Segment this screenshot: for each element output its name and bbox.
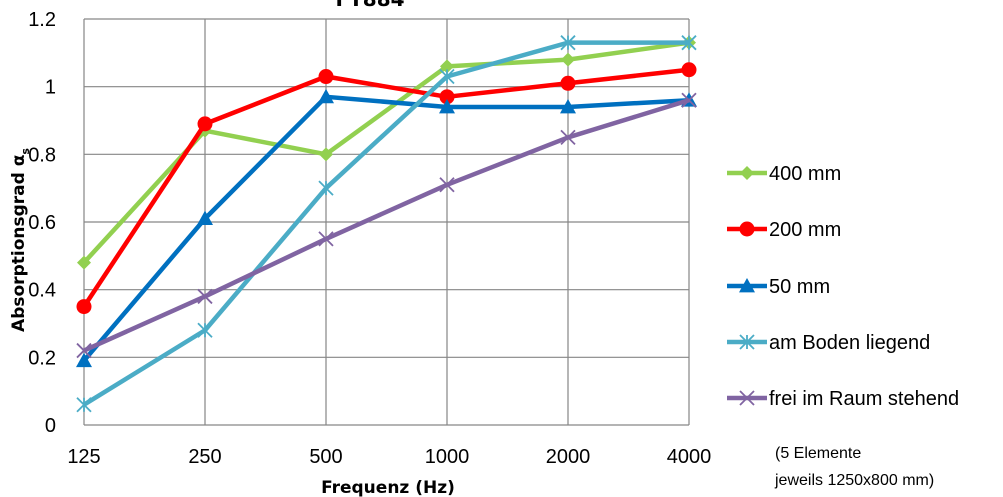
y-tick-label: 0.8 <box>28 144 56 166</box>
legend-entry: frei im Raum stehend <box>727 388 959 410</box>
data-point <box>76 352 92 368</box>
y-axis-label: Absorptionsgrad αs <box>9 148 32 332</box>
data-point <box>739 221 755 237</box>
data-point <box>439 89 455 105</box>
x-tick-label: 1000 <box>425 446 470 468</box>
legend-note-line2: jeweils 1250x800 mm) <box>774 472 934 489</box>
legend-entry: 50 mm <box>727 276 830 298</box>
data-point <box>76 342 92 359</box>
legend-label: frei im Raum stehend <box>769 388 959 410</box>
data-point <box>197 210 213 226</box>
series-line <box>82 40 689 407</box>
data-point <box>197 288 213 305</box>
data-point <box>739 334 755 350</box>
data-point <box>77 255 91 270</box>
data-point <box>318 231 334 247</box>
y-tick-label: 1.2 <box>28 9 56 31</box>
y-tick-label: 0.4 <box>28 280 56 302</box>
data-point <box>319 147 333 162</box>
series-line <box>83 98 690 353</box>
legend-note-line1: (5 Elemente <box>775 445 861 462</box>
data-point <box>318 69 334 85</box>
tick-labels: 0 0.2 0.4 0.6 0.8 1 1.2 125 250 500 1000 2000 4000 <box>28 9 711 468</box>
data-point <box>681 62 697 78</box>
legend-label: am Boden liegend <box>769 332 930 354</box>
x-tick-label: 125 <box>67 446 100 468</box>
data-point <box>681 35 697 51</box>
data-point <box>439 177 455 193</box>
series-line <box>82 94 690 363</box>
data-point <box>740 166 754 180</box>
x-tick-label: 4000 <box>667 446 712 468</box>
series <box>76 35 697 413</box>
data-point <box>318 180 334 196</box>
data-point <box>560 98 576 114</box>
y-tick-label: 0.6 <box>28 212 56 234</box>
y-tick-label: 0 <box>45 415 56 437</box>
data-point <box>76 299 92 315</box>
x-tick-label: 250 <box>188 446 221 468</box>
legend-entry: am Boden liegend <box>727 332 930 354</box>
series <box>76 62 697 315</box>
data-point <box>439 98 455 114</box>
y-tick-label: 0.2 <box>28 347 56 369</box>
x-tick-label: 500 <box>309 446 342 468</box>
series <box>76 92 697 359</box>
data-point <box>197 322 213 338</box>
series-line <box>82 67 690 308</box>
series-group <box>76 35 697 413</box>
series <box>77 35 696 270</box>
x-axis-label: Frequenz (Hz) <box>321 478 455 497</box>
legend: 400 mm 200 mm 50 mm am Boden liegend frei im… <box>727 163 959 410</box>
data-point <box>681 92 697 108</box>
data-point <box>560 35 576 51</box>
legend-label: 50 mm <box>769 276 830 298</box>
legend-entry: 200 mm <box>727 219 841 241</box>
legend-entry: 400 mm <box>727 163 841 185</box>
data-point <box>197 116 213 132</box>
x-tick-label: 2000 <box>546 446 591 468</box>
data-point <box>560 75 576 91</box>
y-axis-label-main: Absorptionsgrad α <box>9 155 29 332</box>
chart-title: FT884 <box>335 0 404 11</box>
y-tick-label: 1 <box>45 77 56 99</box>
legend-label: 200 mm <box>769 219 841 241</box>
series-line <box>82 40 690 265</box>
y-axis-label-subscript: s <box>19 148 32 155</box>
data-point <box>560 129 576 146</box>
data-point <box>439 68 455 85</box>
data-point <box>561 52 575 67</box>
data-point <box>739 390 755 406</box>
legend-label: 400 mm <box>769 163 841 185</box>
data-point <box>440 59 454 74</box>
data-point <box>739 278 755 293</box>
data-point <box>76 397 92 413</box>
data-point <box>318 88 334 104</box>
